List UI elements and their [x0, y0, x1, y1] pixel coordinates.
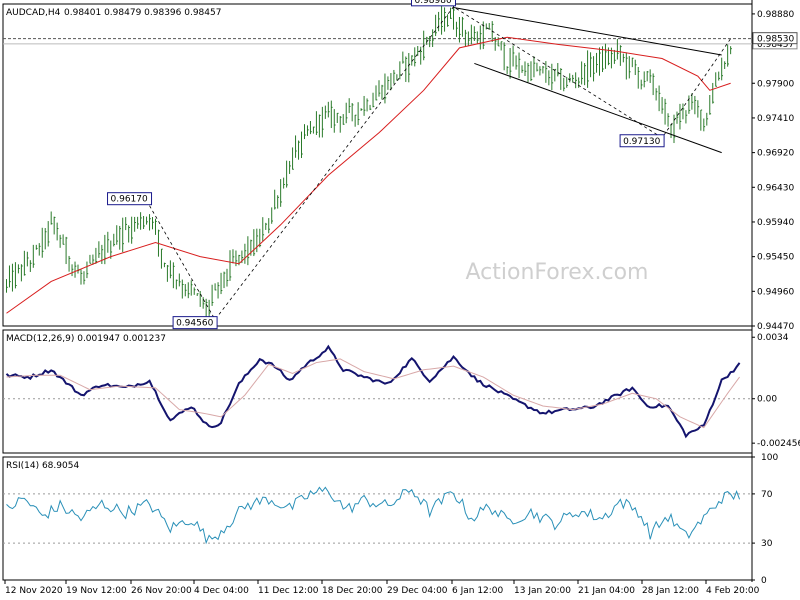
current-price-label: 0.98457 — [757, 40, 794, 50]
level-price-label: 0.98530 — [757, 35, 794, 45]
rsi-tick-label: 0 — [761, 576, 767, 586]
time-axis: 12 Nov 2020 19 Nov 12:00 26 Nov 20:00 4 Dec… — [4, 580, 760, 596]
price-tick-label: 0.96920 — [757, 149, 794, 159]
macd-main-line — [5, 344, 741, 439]
rsi-tick-label: 30 — [761, 539, 773, 549]
zigzag-line — [149, 6, 731, 321]
annotation-label: 0.97130 — [623, 137, 660, 147]
price-tick-label: 0.95450 — [757, 253, 794, 263]
trendline-lower — [474, 62, 722, 154]
annotation-box — [107, 192, 153, 206]
time-tick-label: 11 Dec 12:00 — [258, 586, 319, 596]
macd-tick-label: -0.002456 — [757, 439, 800, 449]
trendline-upper — [453, 7, 722, 56]
price-tick-label: 0.97900 — [757, 79, 794, 89]
macd-tick-label: 0.0034 — [757, 333, 789, 343]
time-tick-label: 12 Nov 2020 — [5, 586, 63, 596]
rsi-series-line — [6, 486, 741, 545]
annotation-box — [410, 0, 456, 7]
watermark: ActionForex.com — [466, 260, 649, 285]
rsi-tick-label: 100 — [761, 453, 778, 463]
time-tick-label: 21 Jan 04:00 — [578, 586, 635, 596]
panel-frames — [2, 0, 753, 582]
macd-tick-label: 0.00 — [757, 395, 777, 405]
time-tick-label: 26 Nov 20:00 — [131, 586, 192, 596]
moving-average — [6, 36, 731, 314]
channel-trendlines — [453, 7, 722, 154]
sma-line — [6, 36, 731, 314]
symbol-title: AUDCAD,H4 — [6, 8, 61, 18]
annotation-box — [619, 134, 665, 148]
annotation-label: 0.96170 — [111, 195, 148, 205]
rsi-axis: 100 70 30 0 — [752, 453, 778, 586]
price-tick-label: 0.98880 — [757, 10, 794, 20]
level-price-box — [752, 32, 798, 45]
macd-signal-line — [6, 358, 740, 429]
rsi-title: RSI(14) 68.9054 — [6, 461, 79, 471]
price-annotations: 0.96170 0.94560 0.98980 0.97130 — [107, 0, 665, 330]
macd-lines — [3, 344, 752, 439]
time-tick-label: 4 Dec 04:00 — [194, 586, 249, 596]
candles — [5, 2, 732, 321]
price-tick-label: 0.97410 — [757, 114, 794, 124]
macd-axis: 0.0034 0.00 -0.002456 — [752, 333, 800, 449]
annotation-box — [172, 316, 218, 330]
price-tick-label: 0.94470 — [757, 322, 794, 332]
macd-title: MACD(12,26,9) 0.001947 0.001237 — [6, 334, 166, 344]
time-tick-label: 4 Feb 20:00 — [706, 586, 760, 596]
price-tick-label: 0.94960 — [757, 287, 794, 297]
time-tick-label: 28 Jan 12:00 — [642, 586, 699, 596]
time-tick-label: 19 Nov 12:00 — [66, 586, 127, 596]
price-axis: 0.98880 0.98530 0.97900 0.97410 0.96920 0.964… — [752, 10, 798, 332]
time-tick-label: 13 Jan 20:00 — [514, 586, 571, 596]
annotation-label: 0.98980 — [414, 0, 451, 6]
time-tick-label: 18 Dec 20:00 — [322, 586, 383, 596]
rsi-line — [3, 486, 752, 545]
price-level-lines — [3, 38, 752, 45]
ohlc-readout: 0.98401 0.98479 0.98396 0.98457 — [64, 8, 221, 18]
rsi-tick-label: 70 — [761, 490, 773, 500]
price-tick-label: 0.95940 — [757, 218, 794, 228]
annotation-label: 0.94560 — [176, 319, 213, 329]
time-tick-label: 29 Dec 04:00 — [387, 586, 448, 596]
price-tick-label: 0.96430 — [757, 183, 794, 193]
zigzag — [149, 6, 731, 321]
time-tick-label: 6 Jan 12:00 — [452, 586, 504, 596]
